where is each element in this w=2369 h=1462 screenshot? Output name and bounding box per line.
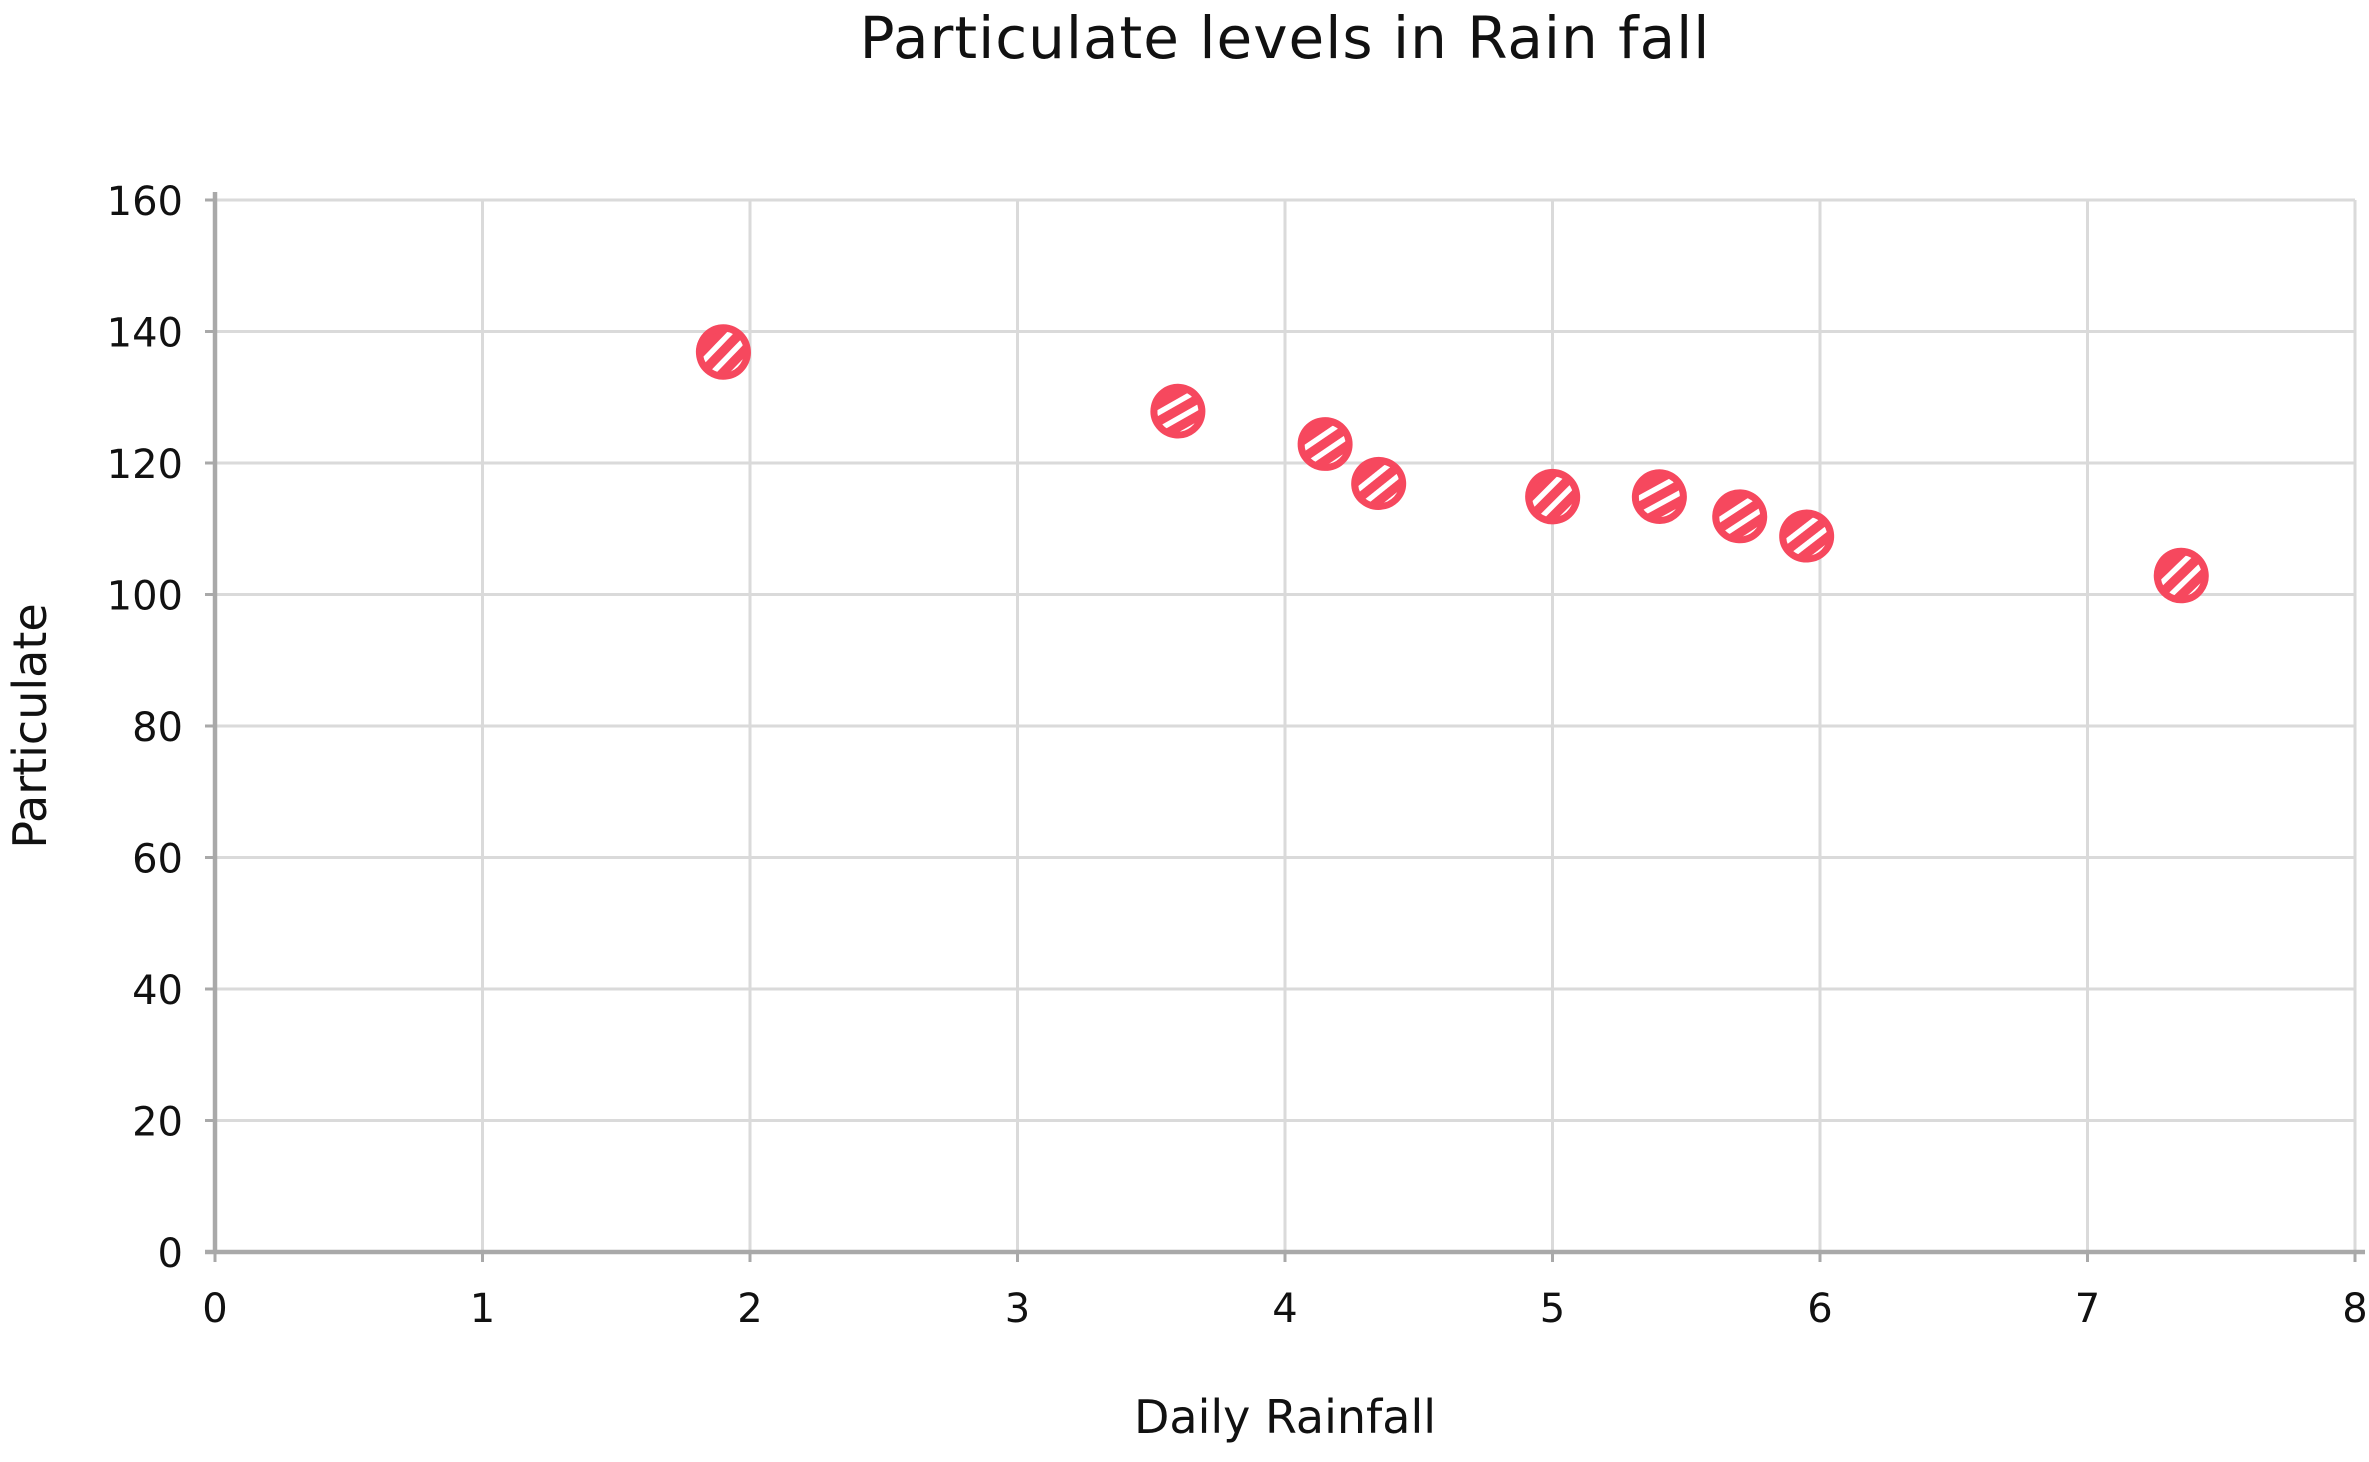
data-point (695, 324, 751, 380)
data-point (1525, 468, 1581, 525)
x-tick-label: 4 (1272, 1286, 1297, 1332)
data-point (1150, 383, 1206, 439)
x-tick-label: 0 (202, 1286, 227, 1332)
data-point (1712, 489, 1768, 544)
data-point (1779, 509, 1835, 563)
y-tick-label: 0 (158, 1231, 183, 1277)
y-tick-label: 160 (107, 179, 183, 225)
data-point (1631, 469, 1687, 524)
y-axis-label: Particulate (3, 603, 57, 849)
y-tick-label: 100 (107, 574, 183, 620)
x-tick-label: 6 (1807, 1286, 1832, 1332)
x-tick-label: 8 (2342, 1286, 2367, 1332)
data-point (2153, 547, 2209, 604)
data-point (1351, 456, 1407, 510)
y-tick-label: 20 (132, 1100, 183, 1146)
x-tick-label: 3 (1005, 1286, 1030, 1332)
data-point (1297, 417, 1353, 471)
x-tick-label: 1 (470, 1286, 495, 1332)
x-tick-label: 5 (1540, 1286, 1565, 1332)
y-tick-label: 120 (107, 442, 183, 488)
y-tick-label: 80 (132, 705, 183, 751)
y-tick-label: 140 (107, 311, 183, 357)
y-tick-label: 60 (132, 837, 183, 883)
x-axis-label: Daily Rainfall (1133, 1390, 1437, 1444)
x-tick-label: 7 (2075, 1286, 2100, 1332)
x-tick-label: 2 (737, 1286, 762, 1332)
chart-title: Particulate levels in Rain fall (859, 4, 1711, 72)
y-tick-label: 40 (132, 968, 183, 1014)
